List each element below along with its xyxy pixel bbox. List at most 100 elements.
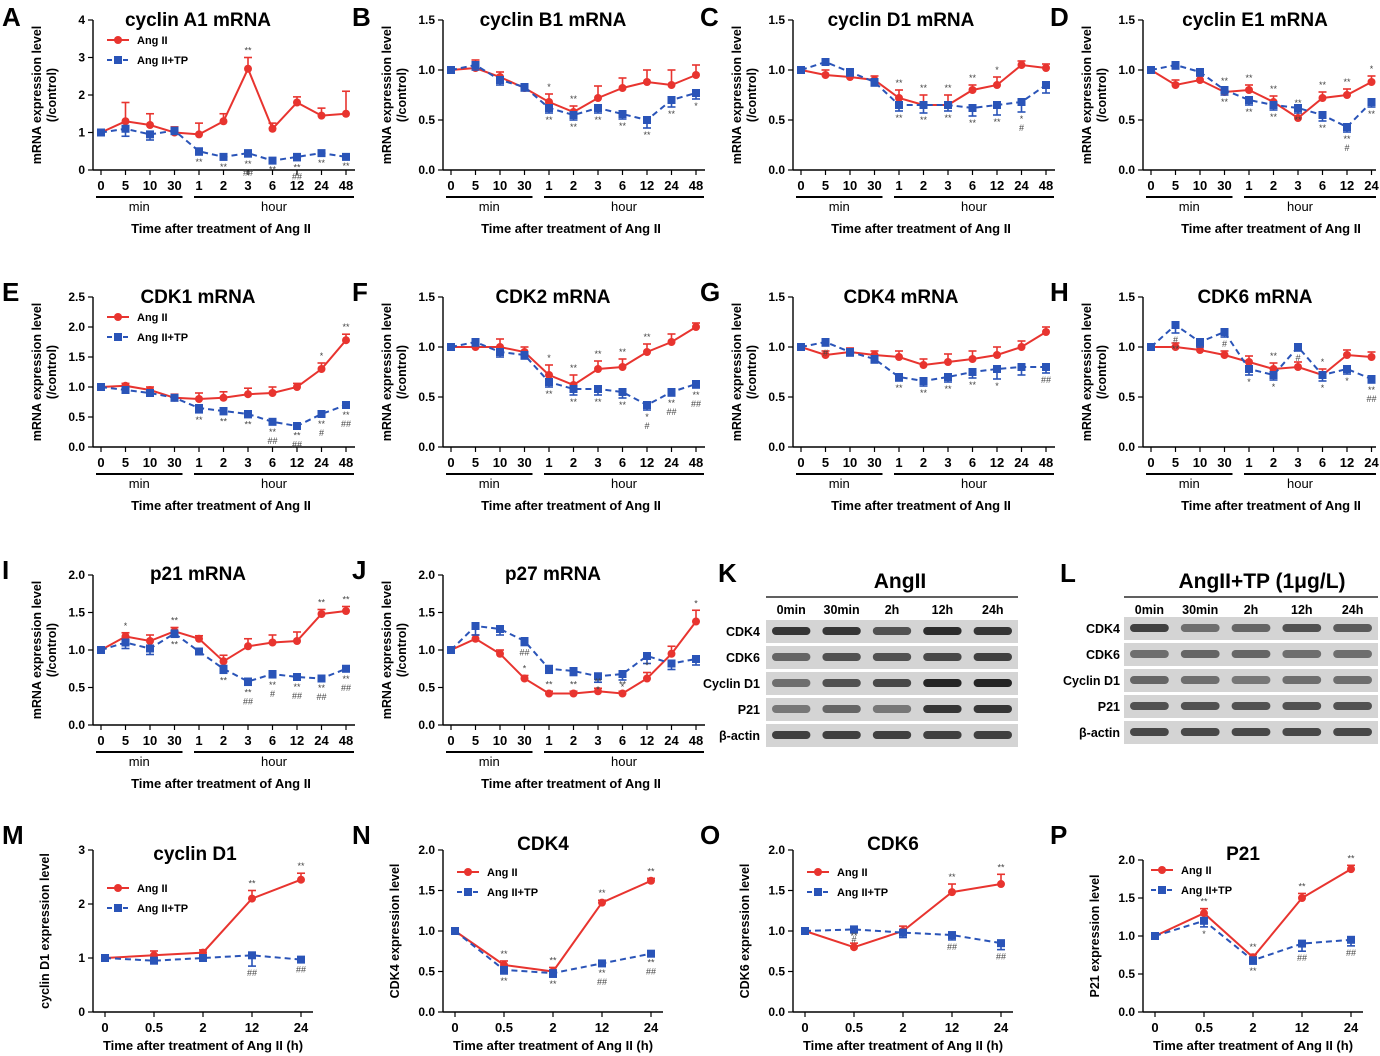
legend-label-tp: Ang II+TP [1181,885,1232,897]
significance-mark: ** [920,115,928,125]
x-axis-label: Time after treatment of Ang II [131,498,311,513]
data-point-tp [993,101,1001,109]
y-tick-label: 1.0 [768,340,785,354]
x-axis-label: Time after treatment of Ang II [481,776,661,791]
significance-mark: * [995,65,999,75]
group-label-hour: hour [1287,476,1314,491]
data-point-tp [219,664,228,673]
data-point-angii [993,351,1001,359]
panel-n: N CDK4 0.0 0.5 1.0 1.5 2.0 0 0.5 2 12 24 CDK4 expres… [352,820,663,1053]
x-tick-label: 6 [1319,178,1326,193]
y-tick-label: 1.0 [418,924,435,938]
significance-mark: ## [296,964,306,974]
group-label-min: min [129,754,150,769]
panel-label: L [1060,558,1076,588]
x-axis-label: Time after treatment of Ang II (h) [453,1038,653,1053]
blot-column-label: 2h [1244,603,1259,617]
series-line-angii [1151,346,1372,377]
significance-mark: * [645,412,649,422]
significance-mark: ** [171,616,179,626]
significance-mark: ** [647,957,655,967]
data-point-angii [1347,865,1355,874]
y-tick-label: 2 [78,88,85,102]
y-tick-label: 0.0 [68,440,85,454]
data-point-angii [968,355,977,363]
x-tick-label: 1 [1245,455,1252,470]
data-point-tp [1298,939,1306,948]
blot-band [1282,676,1322,684]
data-point-angii [895,353,903,361]
significance-mark: ** [594,676,602,686]
x-tick-label: 10 [143,455,157,470]
y-tick-label: 2.0 [68,568,85,582]
panel-label: D [1050,2,1069,32]
data-point-angii [121,117,130,126]
data-point-tp [1196,68,1204,76]
data-point-tp [121,386,130,394]
chart-title: cyclin E1 mRNA [1182,10,1328,31]
data-point-angii [594,94,602,102]
significance-mark: ** [1270,351,1278,361]
blot-band [872,731,912,739]
x-tick-label: 1 [545,455,552,470]
significance-mark: * [694,101,698,111]
blot-band [973,731,1012,739]
data-point-angii [618,363,627,371]
data-point-tp [1318,371,1327,379]
x-tick-label: 24 [314,455,329,470]
x-tick-label: 0 [447,733,454,748]
x-tick-label: 12 [640,733,654,748]
x-tick-label: 24 [994,1020,1009,1035]
data-point-tp [451,927,459,935]
blot-band [973,627,1012,635]
panel-label: G [700,277,720,307]
data-point-angii [1343,351,1351,359]
data-point-tp [1249,956,1257,965]
data-point-tp [1171,321,1180,329]
x-tick-label: 1 [195,733,202,748]
y-tick-label: 0.0 [768,1005,785,1019]
data-point-angii [1171,81,1180,89]
x-tick-label: 0 [1147,455,1154,470]
blot-row-label: P21 [1098,700,1120,714]
x-tick-label: 30 [167,455,181,470]
data-point-angii [1196,76,1204,84]
blot-band [772,627,811,635]
data-point-tp [618,388,627,396]
y-tick-label: 1.5 [68,606,85,620]
data-point-tp [1147,343,1155,351]
blot-band [1282,728,1322,736]
data-point-tp [1220,328,1229,336]
data-point-tp [1147,66,1155,74]
blot-band [772,731,811,739]
x-tick-label: 0 [801,1020,808,1035]
blot-column-label: 12h [932,603,954,617]
panel-label: H [1050,277,1069,307]
data-point-tp [993,365,1001,373]
y-tick-label: 2.0 [418,843,435,857]
chart-title: CDK6 mRNA [1197,287,1312,308]
blot-band [973,705,1012,713]
blot-column-label: 2h [885,603,900,617]
x-tick-label: 6 [619,733,626,748]
significance-mark: ** [269,427,277,437]
x-tick-label: 5 [1172,455,1179,470]
y-tick-label: 0.0 [1118,163,1135,177]
x-tick-label: 24 [1344,1020,1359,1035]
x-tick-label: 5 [822,455,829,470]
data-point-tp [692,89,700,97]
x-tick-label: 1 [1245,178,1252,193]
data-point-tp [846,68,854,76]
y-axis-label: mRNA expression level [1080,26,1094,164]
data-point-tp [899,928,907,937]
significance-mark: ## [666,407,676,417]
blot-band [772,705,811,713]
significance-mark: # [319,428,324,438]
blot-band [1180,650,1220,658]
y-axis-label-unit: (/control) [395,623,409,677]
significance-mark: ** [269,165,277,175]
x-tick-label: 3 [244,455,251,470]
significance-mark: ## [1366,394,1376,404]
significance-mark: ** [545,389,553,399]
significance-mark: * [320,351,324,361]
